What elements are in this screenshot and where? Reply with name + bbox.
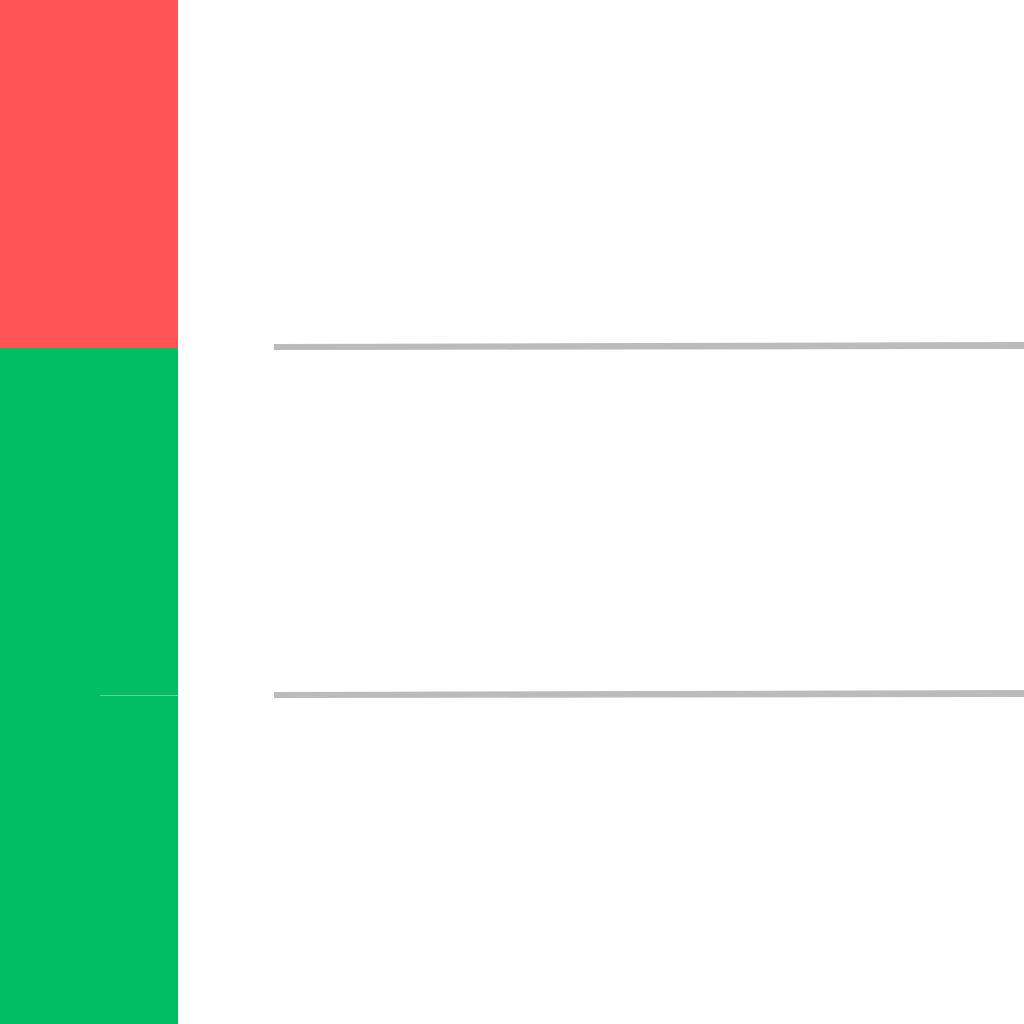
row-divider-1 [274,342,1024,350]
status-strip [0,0,178,1024]
green-status-block-upper [0,348,178,696]
row-divider-line-2 [274,690,1024,698]
row-divider-line-1 [274,342,1024,350]
red-status-block [0,0,178,348]
green-status-block-lower [0,696,178,1024]
status-block-seam [100,695,178,696]
row-divider-2 [274,690,1024,698]
